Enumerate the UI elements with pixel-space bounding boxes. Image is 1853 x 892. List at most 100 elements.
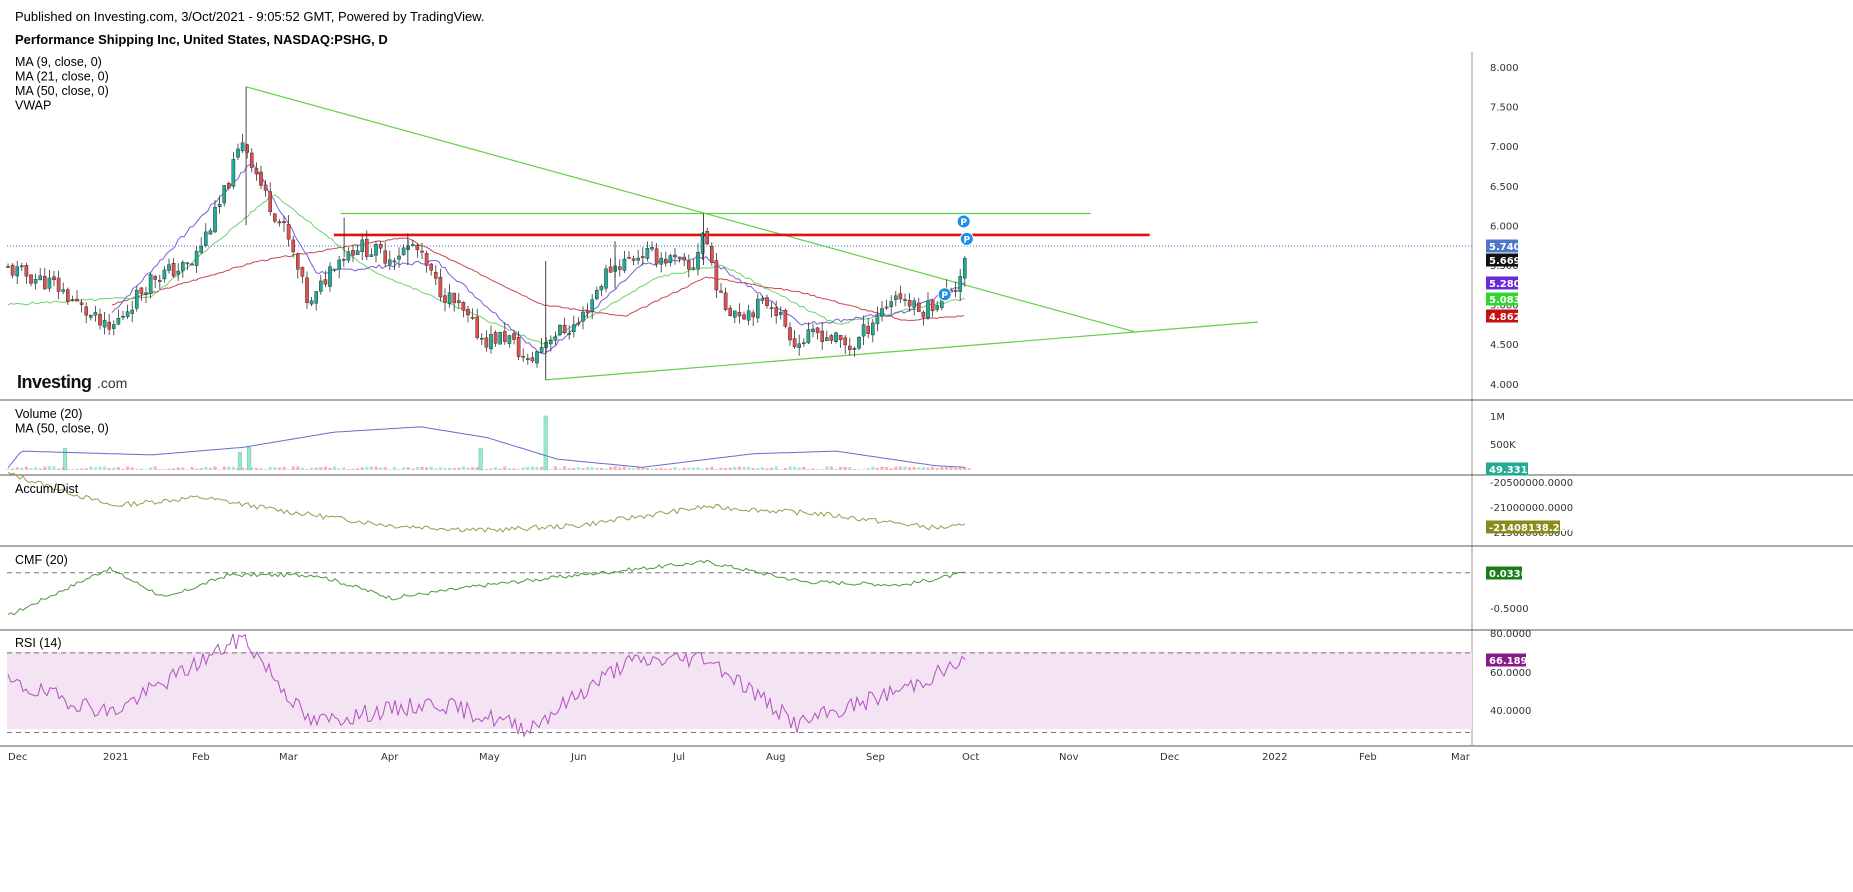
candle-body xyxy=(926,300,930,318)
main-legend-item: MA (9, close, 0) xyxy=(15,55,102,69)
volume-bar xyxy=(659,467,663,470)
volume-bar xyxy=(227,466,231,470)
candle-body xyxy=(544,342,548,348)
candle-body xyxy=(733,310,737,318)
candle-body xyxy=(116,317,121,325)
volume-bar xyxy=(277,467,281,470)
volume-bar xyxy=(471,467,475,470)
volume-bar xyxy=(903,466,907,470)
candle-body xyxy=(788,327,792,341)
volume-bar xyxy=(599,467,603,470)
candle-body xyxy=(309,300,314,305)
volume-bar xyxy=(576,467,580,470)
candle-body xyxy=(259,171,263,186)
candle-body xyxy=(171,262,176,277)
volume-bar xyxy=(80,468,84,470)
candle-body xyxy=(498,332,503,345)
rsi-band xyxy=(7,652,1472,729)
volume-bar xyxy=(526,466,530,470)
candle-body xyxy=(907,300,912,307)
logo-text: Investing xyxy=(17,372,92,392)
candle-body xyxy=(599,286,604,291)
candle-body xyxy=(802,342,806,345)
candle-body xyxy=(880,308,884,317)
candle-body xyxy=(848,345,852,350)
candle-body xyxy=(608,266,613,273)
volume-bar xyxy=(797,467,801,470)
volume-bar xyxy=(208,467,212,470)
candle-body xyxy=(401,247,406,256)
candle-body xyxy=(512,333,516,340)
volume-bar xyxy=(811,468,815,470)
candle-body xyxy=(507,335,512,344)
volume-bar xyxy=(673,467,677,470)
volume-bar xyxy=(34,467,38,470)
volume-ma-line xyxy=(7,426,966,469)
candle-body xyxy=(102,319,107,328)
rsi-tick: 60.0000 xyxy=(1490,668,1531,679)
volume-bar xyxy=(668,468,672,470)
volume-bar xyxy=(167,468,171,470)
volume-bar xyxy=(783,467,787,470)
volume-bar xyxy=(429,466,433,470)
candle-body xyxy=(263,184,268,191)
candle-body xyxy=(567,333,571,335)
candle-body xyxy=(10,264,15,276)
price-tick: 7.500 xyxy=(1490,103,1519,114)
candle-body xyxy=(834,332,838,342)
accum-dist-line xyxy=(7,471,966,533)
candle-body xyxy=(231,159,236,187)
candle-body xyxy=(438,276,443,298)
volume-bar xyxy=(816,469,820,470)
volume-bar xyxy=(222,466,226,470)
volume-bar xyxy=(632,468,636,470)
candle-body xyxy=(20,265,24,268)
date-tick: Jul xyxy=(672,752,685,763)
candle-body xyxy=(535,351,539,364)
volume-bar xyxy=(388,469,392,470)
candle-body xyxy=(714,260,719,291)
volume-bar xyxy=(241,467,245,470)
volume-bar xyxy=(448,467,452,470)
volume-bar xyxy=(291,466,295,470)
candle-body xyxy=(314,291,319,304)
volume-bar xyxy=(618,467,622,470)
date-tick: Feb xyxy=(192,752,210,763)
candle-body xyxy=(811,328,815,333)
date-tick: Nov xyxy=(1059,752,1079,763)
volume-bar xyxy=(158,469,162,470)
candle-body xyxy=(516,337,521,357)
candle-body xyxy=(843,337,847,346)
volume-bar xyxy=(383,467,387,470)
candle-body xyxy=(654,248,659,265)
date-tick: Apr xyxy=(381,752,399,763)
cmf-tick: -0.5000 xyxy=(1490,604,1529,615)
candle-body xyxy=(328,266,332,287)
volume-bar xyxy=(756,468,760,470)
candle-body xyxy=(388,259,392,265)
volume-bar xyxy=(98,466,102,470)
volume-bar xyxy=(457,467,461,470)
volume-bar xyxy=(323,466,327,470)
volume-bar xyxy=(572,467,576,470)
cmf-legend-item: CMF (20) xyxy=(15,553,68,567)
volume-bar xyxy=(747,466,751,470)
candle-body xyxy=(337,259,342,270)
indicator-lines xyxy=(7,471,966,738)
candle-body xyxy=(553,336,558,341)
volume-bar xyxy=(862,469,866,470)
candle-body xyxy=(323,279,328,285)
volume-bar xyxy=(282,466,286,470)
candle-body xyxy=(820,330,824,342)
candle-body xyxy=(815,327,820,334)
candle-body xyxy=(871,322,875,336)
main-legend-item: VWAP xyxy=(15,99,51,113)
price-tick: 4.000 xyxy=(1490,380,1519,391)
volume-tick: 1M xyxy=(1490,412,1505,423)
candle-body xyxy=(677,256,682,259)
volume-bar xyxy=(793,466,797,470)
volume-bar xyxy=(917,467,921,470)
candle-body xyxy=(378,244,383,249)
volume-bar xyxy=(484,469,488,470)
